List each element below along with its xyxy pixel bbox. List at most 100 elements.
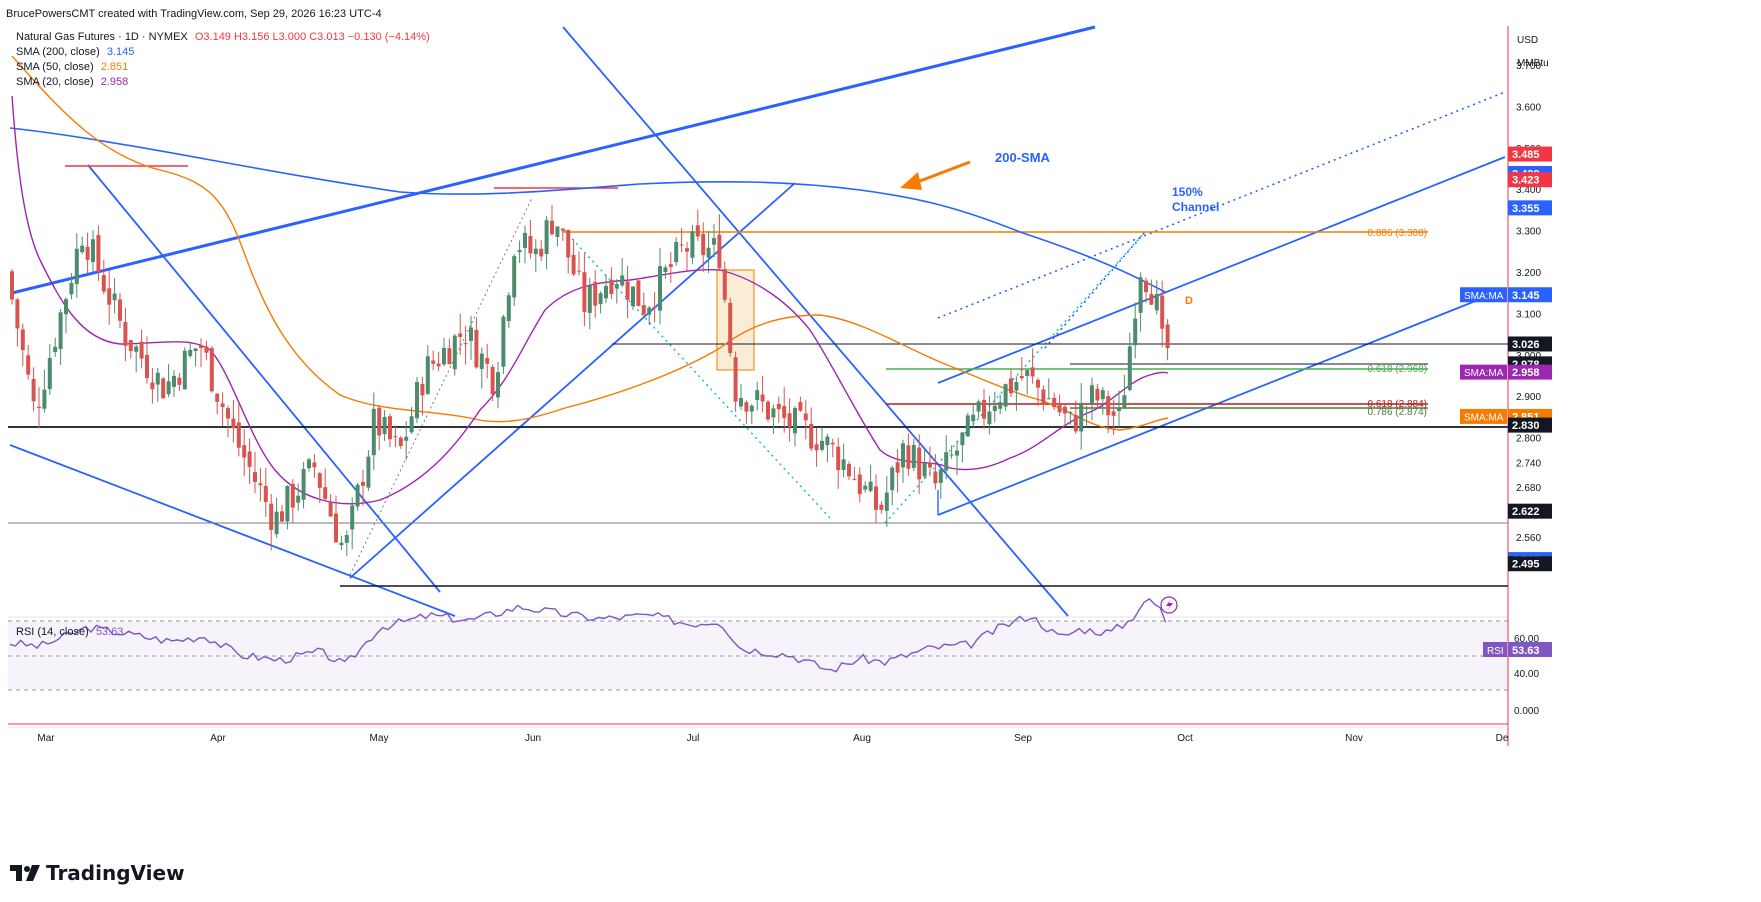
rsi-tag-label: RSI	[1487, 646, 1504, 657]
dotted-line-a	[1044, 231, 1146, 349]
candle	[1127, 332, 1132, 392]
candle	[1084, 405, 1089, 428]
candle	[274, 497, 279, 538]
candle	[42, 369, 47, 413]
rsi-tick-60: 60.00	[1514, 634, 1539, 645]
candle	[409, 407, 414, 435]
sma200-annotation: 200-SMA	[995, 150, 1051, 165]
candle	[415, 376, 419, 424]
candle	[641, 292, 646, 317]
candle	[458, 313, 463, 356]
candle	[550, 205, 554, 236]
candle	[884, 475, 889, 527]
legend-sma50: SMA (50, close) 2.851	[16, 61, 128, 73]
price-tag: SMA:MA 2.958	[1460, 364, 1552, 380]
candle	[582, 253, 587, 327]
candle	[917, 434, 922, 494]
candle	[334, 495, 338, 543]
price-tick-label: 2.680	[1516, 483, 1541, 494]
dotted-line-c	[884, 231, 1146, 524]
candle	[1019, 357, 1024, 381]
price-tag: 3.026	[1508, 336, 1552, 352]
candle	[847, 461, 851, 481]
candle	[1025, 368, 1030, 395]
fib-786-label: 0.786 (2.874)	[1368, 407, 1428, 418]
candle	[636, 280, 641, 307]
candle	[1133, 302, 1138, 359]
time-axis-ticks: Mar Apr May Jun Jul Aug Sep Oct Nov De	[37, 733, 1508, 744]
price-tag: 2.495	[1508, 556, 1552, 572]
candle	[215, 393, 220, 415]
candle	[139, 329, 144, 369]
candle	[96, 225, 101, 281]
candle	[928, 446, 932, 477]
candle	[285, 485, 290, 530]
legend-symbol-row: Natural Gas Futures · 1D · NYMEX O3.149 …	[16, 31, 430, 43]
candle	[236, 404, 241, 457]
price-tag-value: 3.145	[1512, 290, 1540, 302]
candle	[366, 450, 371, 491]
candle	[452, 333, 457, 376]
candle	[879, 501, 884, 514]
candle	[447, 338, 452, 365]
candle	[1095, 383, 1100, 410]
candle	[301, 461, 306, 509]
candle	[528, 219, 533, 259]
candle	[107, 270, 112, 325]
candle	[1117, 390, 1121, 427]
candle	[965, 412, 970, 437]
candle	[490, 364, 495, 402]
price-tick-label: 3.700	[1516, 61, 1541, 72]
candle	[1122, 374, 1127, 408]
time-tick-label: Oct	[1177, 733, 1193, 744]
candle	[1079, 383, 1084, 450]
candle	[74, 233, 79, 298]
candle	[398, 436, 403, 449]
candle	[911, 438, 916, 472]
legend-ohlc: O3.149 H3.156 L3.000 C3.013 −0.130 (−4.1…	[194, 31, 430, 43]
candle	[339, 535, 344, 550]
candle	[571, 239, 576, 277]
candle	[809, 407, 814, 452]
price-tick-label: 3.200	[1516, 268, 1541, 279]
candle	[20, 323, 25, 367]
tradingview-logo[interactable]: TradingView	[10, 858, 185, 888]
candle	[53, 337, 58, 357]
candle	[798, 396, 803, 412]
candle	[469, 315, 473, 360]
time-tick-label: Mar	[37, 733, 55, 744]
candle	[906, 433, 911, 476]
time-tick-label: May	[370, 733, 389, 744]
price-tick-label: 2.740	[1516, 458, 1541, 469]
legend-sma200: SMA (200, close) 3.145	[16, 46, 134, 58]
price-tick-label: 2.800	[1516, 434, 1541, 445]
candle	[80, 236, 85, 255]
candle	[128, 339, 133, 359]
lightning-icon[interactable]	[1160, 596, 1178, 614]
time-tick-label: Jun	[525, 733, 541, 744]
candle	[830, 438, 835, 458]
candle	[544, 216, 549, 270]
candle	[690, 224, 695, 265]
candle	[442, 337, 446, 367]
candle	[226, 405, 230, 438]
candle	[658, 247, 662, 325]
candle	[1111, 399, 1116, 436]
axis-currency: USD	[1517, 35, 1538, 46]
candle	[674, 237, 679, 266]
candle	[771, 404, 776, 434]
candle	[355, 482, 360, 511]
time-tick-label: Apr	[210, 733, 226, 744]
candle	[620, 258, 625, 288]
arrow-annotation	[900, 160, 971, 190]
candle	[247, 438, 252, 485]
price-tag: SMA:MA 3.145	[1460, 287, 1552, 303]
attribution-bar: BrucePowersCMT created with TradingView.…	[0, 0, 1761, 26]
candle	[1014, 376, 1019, 411]
candle	[609, 267, 614, 300]
candle	[204, 340, 209, 361]
rsi-tag: RSI 53.63	[1483, 642, 1552, 657]
legend-rsi-value: 53.63	[95, 626, 124, 638]
candle	[172, 370, 176, 397]
